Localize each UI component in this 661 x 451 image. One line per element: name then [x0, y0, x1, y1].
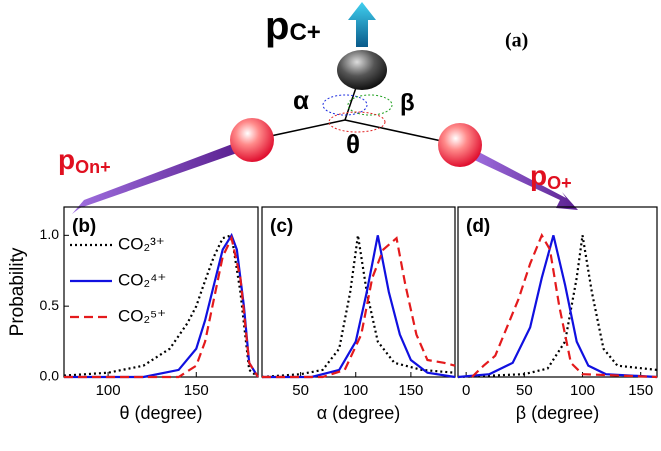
angle-mark	[328, 111, 386, 133]
molecule-diagram: pC+ pOn+ pO+ (a) α β θ	[58, 2, 578, 214]
momentum-label: pOn+	[58, 144, 111, 176]
x-tick-label: 150	[184, 382, 209, 399]
angle-label: β	[400, 89, 415, 116]
data-line	[471, 232, 658, 379]
symbol: p	[265, 4, 289, 48]
panel-label: (a)	[505, 30, 528, 52]
arrow	[470, 150, 578, 210]
x-tick-label: 0	[462, 382, 470, 399]
x-tick-label: 150	[398, 382, 423, 399]
subscript: On+	[75, 157, 111, 177]
plot-frame	[457, 206, 658, 378]
data-line	[63, 233, 259, 378]
legend-label: CO₂⁴⁺	[118, 270, 166, 289]
symbol: p	[530, 160, 547, 191]
momentum-label: pO+	[530, 160, 572, 192]
angle-mark	[322, 94, 368, 116]
momentum-label: pC+	[265, 4, 321, 48]
arrow	[348, 2, 376, 47]
legend-label: CO₂⁵⁺	[118, 306, 166, 325]
y-tick-label: 0.5	[40, 297, 60, 313]
y-tick-label: 0.0	[40, 368, 60, 384]
atom	[230, 118, 274, 162]
subscript: C+	[289, 19, 320, 46]
y-tick-label: 1.0	[40, 226, 60, 242]
x-tick-label: 50	[516, 382, 533, 399]
angle-label: θ	[346, 129, 360, 159]
data-line	[64, 234, 259, 379]
x-tick-label: 150	[628, 382, 653, 399]
panel-label: (d)	[466, 216, 490, 237]
x-axis-label: α (degree)	[317, 403, 400, 423]
data-line	[457, 235, 658, 379]
data-line	[262, 235, 456, 379]
atom	[337, 50, 387, 90]
data-line	[262, 236, 456, 379]
panel-label: (c)	[270, 216, 293, 237]
x-tick-label: 50	[292, 382, 309, 399]
symbol: p	[58, 144, 75, 175]
x-tick-label: 100	[96, 382, 121, 399]
x-tick-label: 100	[343, 382, 368, 399]
angle-mark	[347, 94, 393, 116]
data-line	[457, 235, 658, 379]
plot-frame	[261, 206, 456, 378]
arrow	[72, 143, 240, 214]
panel-label: (b)	[72, 216, 96, 237]
data-line	[64, 232, 259, 379]
x-tick-label: 100	[570, 382, 595, 399]
angle-label: α	[293, 85, 309, 115]
subscript: O+	[547, 173, 572, 193]
atom	[438, 123, 482, 167]
legend-label: CO₂³⁺	[118, 234, 165, 253]
x-axis-label: β (degree)	[516, 403, 599, 423]
y-axis-label: Probability	[7, 247, 28, 336]
x-axis-label: θ (degree)	[119, 403, 202, 423]
plot-frame	[63, 206, 259, 378]
